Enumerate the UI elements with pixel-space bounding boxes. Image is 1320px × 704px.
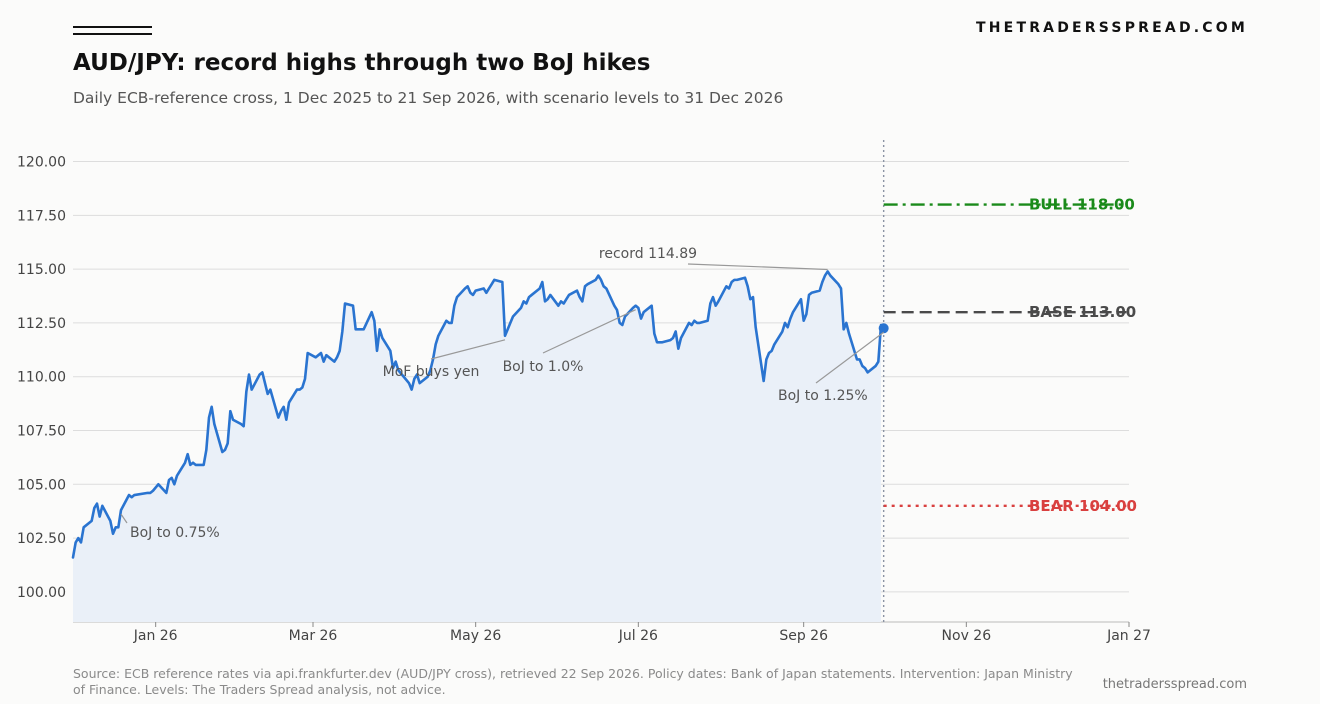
y-tick-label: 105.00 [17, 477, 66, 493]
x-tick-label: Jan 26 [133, 628, 178, 644]
y-tick-label: 112.50 [17, 316, 66, 332]
header-rule-top [73, 26, 152, 28]
x-tick-label: May 26 [450, 628, 501, 644]
annotation-label: MoF buys yen [383, 364, 480, 380]
y-tick-label: 100.00 [17, 585, 66, 601]
annotation-leader [815, 331, 885, 384]
y-tick-label: 110.00 [17, 370, 66, 386]
annotation-label: BoJ to 0.75% [130, 525, 220, 541]
source-note: Source: ECB reference rates via api.fran… [73, 666, 1073, 697]
scenario-label-bull: BULL 118.00 [1029, 196, 1135, 214]
latest-value-marker [878, 323, 889, 334]
brand-wordmark: THETRADERSSPREAD.COM [976, 20, 1248, 36]
chart-title: AUD/JPY: record highs through two BoJ hi… [73, 50, 651, 76]
x-tick-label: Jul 26 [618, 628, 658, 644]
chart-subtitle: Daily ECB-reference cross, 1 Dec 2025 to… [73, 89, 784, 107]
x-tick-label: Mar 26 [289, 628, 338, 644]
y-tick-label: 117.50 [17, 208, 66, 224]
annotation-label: BoJ to 1.25% [778, 388, 868, 404]
x-tick-label: Nov 26 [942, 628, 992, 644]
header-rule-bottom [73, 33, 152, 35]
scenario-label-base: BASE 113.00 [1029, 303, 1136, 321]
annotation-leader [542, 309, 636, 354]
y-tick-label: 120.00 [17, 155, 66, 171]
series-line [71, 270, 883, 559]
annotation-label: record 114.89 [599, 246, 697, 262]
y-tick-label: 107.50 [17, 423, 66, 439]
annotation-leader [430, 339, 506, 360]
x-tick-label: Jan 27 [1106, 628, 1151, 644]
scenario-label-bear: BEAR 104.00 [1029, 497, 1137, 515]
y-tick-label: 115.00 [17, 262, 66, 278]
x-tick-label: Sep 26 [779, 628, 828, 644]
y-tick-label: 102.50 [17, 531, 66, 547]
annotation-label: BoJ to 1.0% [503, 359, 584, 375]
site-url: thetradersspread.com [1102, 677, 1247, 692]
annotation-leader [120, 513, 128, 524]
annotation-leader [687, 263, 828, 271]
series-area-fill [73, 271, 881, 622]
